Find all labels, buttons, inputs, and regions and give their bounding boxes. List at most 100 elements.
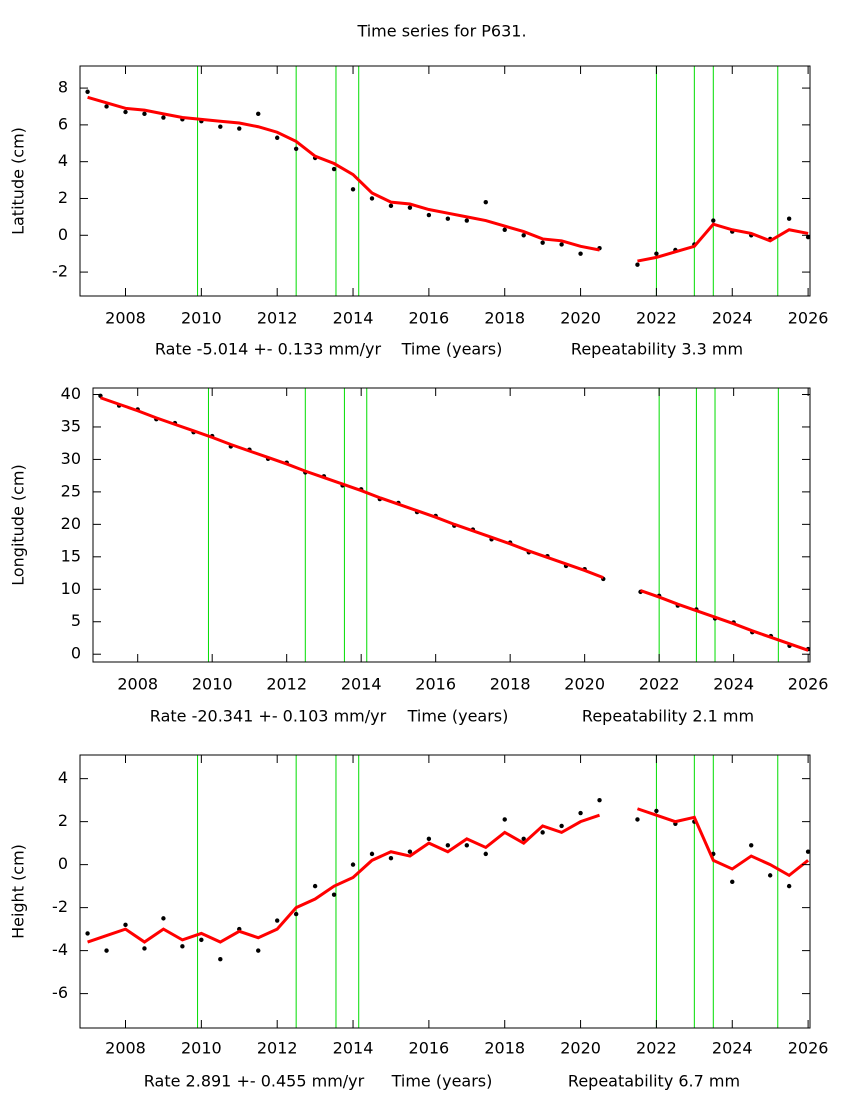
observation bbox=[218, 957, 223, 962]
observation bbox=[767, 873, 773, 878]
x-axis-label: Time (years) bbox=[391, 1072, 493, 1091]
x-axis-label: Time (years) bbox=[407, 707, 509, 726]
x-tick-label: 2018 bbox=[490, 675, 531, 694]
observation bbox=[85, 89, 90, 94]
x-tick-label: 2026 bbox=[788, 675, 829, 694]
model-line bbox=[99, 396, 809, 652]
observation bbox=[293, 911, 299, 917]
observation bbox=[502, 227, 507, 232]
x-tick-label: 2012 bbox=[257, 309, 298, 328]
observation bbox=[331, 892, 337, 897]
rate-label: Rate -5.014 +- 0.133 mm/yr bbox=[155, 340, 382, 359]
y-tick-label: 20 bbox=[61, 514, 81, 533]
x-tick-label: 2012 bbox=[266, 675, 307, 694]
model-line bbox=[87, 95, 809, 263]
observation bbox=[483, 851, 488, 857]
y-tick-label: 10 bbox=[61, 579, 81, 598]
observation bbox=[559, 823, 564, 829]
page-title: Time series for P631. bbox=[356, 22, 526, 41]
x-tick-label: 2014 bbox=[333, 1039, 374, 1058]
observation bbox=[312, 883, 318, 889]
x-tick-label: 2020 bbox=[560, 309, 601, 328]
x-tick-label: 2026 bbox=[788, 1039, 829, 1058]
observation bbox=[104, 948, 109, 953]
x-tick-label: 2026 bbox=[788, 309, 829, 328]
x-axis-label: Time (years) bbox=[401, 340, 503, 359]
repeatability-label: Repeatability 2.1 mm bbox=[582, 707, 754, 726]
y-tick-label: 5 bbox=[71, 611, 81, 630]
observation bbox=[256, 948, 261, 953]
observation bbox=[218, 124, 223, 129]
y-tick-label: 0 bbox=[58, 854, 68, 873]
observation bbox=[464, 218, 470, 223]
x-tick-label: 2016 bbox=[409, 309, 450, 328]
observation bbox=[749, 843, 754, 848]
observation bbox=[445, 216, 451, 221]
observation bbox=[274, 918, 280, 923]
y-tick-label: 0 bbox=[58, 225, 68, 244]
y-tick-label: 4 bbox=[58, 768, 68, 787]
y-tick-label: 15 bbox=[61, 546, 81, 565]
observation bbox=[654, 808, 659, 814]
x-tick-label: 2024 bbox=[713, 675, 754, 694]
y-tick-label: 30 bbox=[61, 449, 81, 468]
y-tick-label: 40 bbox=[61, 384, 81, 403]
observation bbox=[521, 836, 526, 842]
x-tick-label: 2024 bbox=[712, 309, 753, 328]
repeatability-label: Repeatability 3.3 mm bbox=[571, 340, 743, 359]
x-tick-label: 2022 bbox=[639, 675, 680, 694]
observation bbox=[388, 855, 394, 861]
y-tick-label: 4 bbox=[58, 151, 68, 170]
y-axis-label: Longitude (cm) bbox=[9, 464, 28, 586]
repeatability-label: Repeatability 6.7 mm bbox=[568, 1072, 740, 1091]
y-axis-label: Latitude (cm) bbox=[9, 127, 28, 235]
observation bbox=[123, 922, 128, 928]
x-tick-label: 2020 bbox=[564, 675, 605, 694]
observation bbox=[350, 187, 356, 192]
observation bbox=[483, 199, 488, 205]
observation bbox=[369, 196, 375, 201]
plot-frame bbox=[79, 754, 811, 1029]
observation bbox=[180, 944, 185, 949]
observation bbox=[521, 233, 526, 238]
observation bbox=[711, 218, 716, 223]
x-tick-label: 2018 bbox=[484, 309, 525, 328]
observation bbox=[578, 810, 583, 816]
observation bbox=[805, 234, 811, 240]
observation bbox=[407, 205, 413, 210]
x-tick-label: 2018 bbox=[484, 1039, 525, 1058]
observation bbox=[407, 849, 413, 854]
x-tick-label: 2022 bbox=[636, 309, 677, 328]
x-tick-label: 2008 bbox=[105, 309, 146, 328]
x-tick-label: 2010 bbox=[181, 1039, 222, 1058]
observation bbox=[104, 104, 109, 109]
y-axis-label: Height (cm) bbox=[9, 844, 28, 939]
x-tick-label: 2014 bbox=[341, 675, 382, 694]
observation bbox=[635, 817, 640, 822]
observation bbox=[142, 946, 147, 951]
observation bbox=[805, 849, 811, 854]
observation bbox=[237, 126, 242, 131]
y-tick-label: 8 bbox=[58, 78, 68, 97]
observation bbox=[502, 817, 507, 822]
observation bbox=[597, 797, 602, 803]
observation bbox=[142, 111, 147, 117]
observation bbox=[388, 203, 394, 209]
observation bbox=[786, 883, 792, 889]
plot-frame bbox=[92, 387, 811, 663]
observation bbox=[578, 251, 583, 256]
observation bbox=[635, 262, 640, 267]
observation bbox=[559, 242, 564, 247]
x-tick-label: 2010 bbox=[181, 309, 222, 328]
x-tick-label: 2014 bbox=[333, 309, 374, 328]
x-tick-label: 2008 bbox=[105, 1039, 146, 1058]
observation bbox=[540, 240, 545, 245]
rate-label: Rate -20.341 +- 0.103 mm/yr bbox=[150, 707, 387, 726]
x-tick-label: 2010 bbox=[192, 675, 233, 694]
observation bbox=[161, 916, 166, 921]
observation bbox=[256, 111, 261, 117]
x-tick-label: 2008 bbox=[117, 675, 158, 694]
y-tick-label: -6 bbox=[52, 983, 68, 1002]
observation bbox=[464, 843, 470, 848]
